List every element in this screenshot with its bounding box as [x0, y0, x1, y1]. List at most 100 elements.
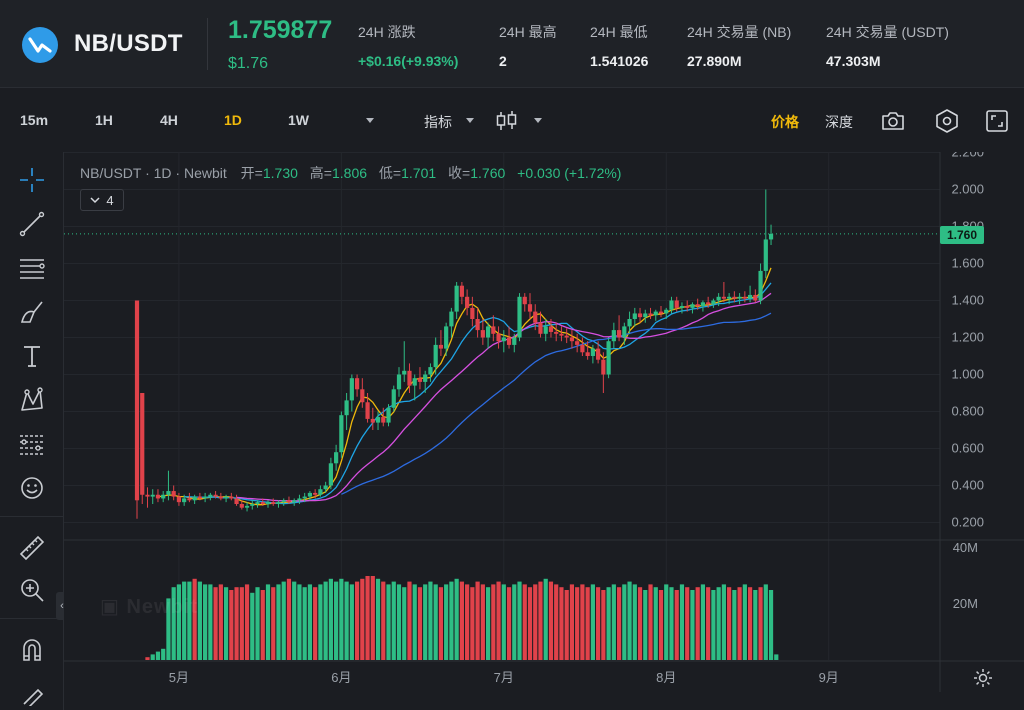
candle-body — [171, 491, 176, 497]
volume-bar — [522, 584, 527, 660]
volume-bar — [706, 587, 711, 660]
gear-icon[interactable] — [972, 667, 994, 689]
candle-body — [732, 296, 737, 299]
indicator-toggle[interactable]: 4 — [80, 189, 124, 211]
candle-body — [517, 296, 522, 338]
volume-bar — [753, 590, 758, 660]
legend-low-value: 1.701 — [401, 165, 437, 181]
brush-icon[interactable] — [16, 296, 48, 328]
volume-bar — [313, 587, 318, 660]
candle-body — [239, 504, 244, 508]
candle-body — [700, 302, 706, 307]
candle-body — [276, 502, 281, 504]
ruler-icon[interactable] — [16, 532, 48, 564]
volume-bar — [622, 584, 627, 660]
volume-bar — [517, 581, 522, 660]
candle-body — [747, 294, 753, 299]
tab-depth[interactable]: 深度 — [825, 114, 853, 130]
volume-bar — [208, 584, 213, 660]
chart-area[interactable]: 2.2002.0001.8001.6001.4001.2001.0000.800… — [64, 152, 1024, 710]
timeframe-4h[interactable]: 4H — [160, 112, 178, 128]
volume-bar — [428, 581, 433, 660]
candle-body — [223, 496, 229, 499]
newbit-watermark: ▣ Newbit — [100, 596, 199, 618]
crosshair-icon[interactable] — [16, 164, 48, 196]
lock-drawing-icon[interactable] — [16, 676, 48, 708]
chart-toolbar: 15m 1H 4H 1D 1W 指标 价格 深度 — [0, 98, 1024, 144]
drawing-tools-sidebar — [0, 152, 64, 710]
legend-close-label: 收 — [448, 165, 463, 181]
trend-line-icon[interactable] — [16, 208, 48, 240]
timeframe-1w[interactable]: 1W — [288, 112, 309, 128]
volume-bar — [585, 587, 590, 660]
time-axis-tick-label: 6月 — [331, 670, 351, 685]
candle-body — [197, 496, 202, 499]
price-axis-tick-label: 2.000 — [951, 182, 984, 197]
volume-bar — [616, 587, 622, 660]
chart-type-chevron-down-icon[interactable] — [534, 118, 542, 123]
trading-pair-title[interactable]: NB/USDT — [74, 30, 183, 57]
candle-body — [307, 492, 313, 497]
volume-bar — [302, 587, 307, 660]
candle-body — [522, 296, 527, 305]
volume-bar — [250, 592, 255, 660]
candle-body — [192, 496, 197, 501]
camera-icon[interactable] — [880, 108, 906, 134]
candle-body — [491, 326, 496, 334]
volume-bar — [265, 584, 271, 660]
legend-title: NB/USDT · 1D · Newbit — [80, 165, 227, 181]
timeframe-1d[interactable]: 1D — [224, 112, 242, 128]
volume-bar — [297, 584, 302, 660]
tab-price[interactable]: 价格 — [771, 114, 799, 130]
volume-bar — [465, 584, 470, 660]
emoji-icon[interactable] — [16, 472, 48, 504]
volume-bar — [711, 590, 716, 660]
candle-body — [339, 415, 344, 453]
timeframe-more-chevron-down-icon[interactable] — [366, 118, 374, 123]
volume-bar — [601, 590, 606, 660]
candle-body — [182, 498, 187, 503]
horizontal-lines-icon[interactable] — [16, 252, 48, 284]
text-tool-icon[interactable] — [16, 340, 48, 372]
fibonacci-icon[interactable] — [16, 428, 48, 460]
volume-bar — [470, 587, 475, 660]
candle-body — [297, 498, 302, 501]
candle-body — [632, 313, 637, 319]
time-axis-tick-label: 5月 — [169, 670, 189, 685]
legend-close-eq: = — [462, 165, 471, 181]
candlestick-chart[interactable]: 2.2002.0001.8001.6001.4001.2001.0000.800… — [64, 152, 1024, 710]
timeframe-15m[interactable]: 15m — [20, 112, 49, 128]
volume-bar — [318, 584, 323, 660]
candle-body — [412, 378, 417, 386]
volume-bar — [564, 590, 569, 660]
indicators-button[interactable]: 指标 — [424, 114, 452, 130]
candle-body — [496, 333, 501, 342]
volume-axis-tick-label: 20M — [953, 596, 978, 611]
volume-bar — [737, 587, 742, 660]
stat-label: 24H 涨跌 — [358, 24, 416, 40]
volume-bar — [171, 587, 176, 660]
volume-bar — [559, 587, 564, 660]
candle-body — [176, 496, 182, 503]
volume-bar — [281, 581, 286, 660]
fullscreen-icon[interactable] — [984, 108, 1010, 134]
magnet-icon[interactable] — [16, 634, 48, 666]
candle-body — [569, 337, 575, 342]
timeframe-1h[interactable]: 1H — [95, 112, 113, 128]
candle-body — [622, 326, 627, 338]
candle-body — [580, 344, 585, 353]
candlestick-type-icon[interactable] — [494, 108, 520, 134]
pattern-icon[interactable] — [16, 384, 48, 416]
volume-bar — [721, 584, 726, 660]
candle-body — [674, 300, 679, 308]
volume-bar — [323, 581, 328, 660]
candle-body — [627, 319, 632, 327]
volume-bar — [402, 587, 407, 660]
candle-body — [533, 311, 538, 323]
zoom-in-icon[interactable] — [16, 574, 48, 606]
candle-body — [480, 330, 485, 338]
indicators-chevron-down-icon[interactable] — [466, 118, 474, 123]
candle-body — [669, 300, 674, 310]
settings-hexagon-icon[interactable] — [934, 108, 960, 134]
candle-body — [381, 417, 386, 423]
